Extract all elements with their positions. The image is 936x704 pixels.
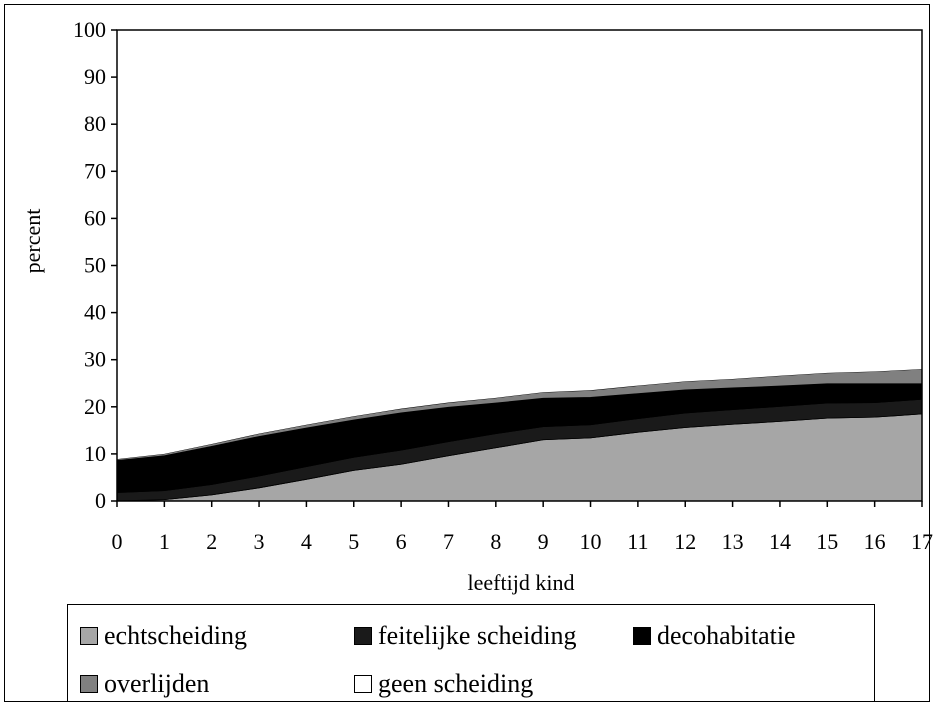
x-tick-label: 15 — [816, 529, 838, 554]
area-series-group — [116, 30, 923, 502]
y-tick-label: 60 — [84, 205, 106, 230]
x-tick-label: 7 — [443, 529, 454, 554]
x-tick-label: 3 — [254, 529, 265, 554]
x-tick-label: 14 — [769, 529, 791, 554]
legend-swatch — [354, 675, 372, 693]
legend-swatch — [633, 627, 651, 645]
legend-swatch — [80, 627, 98, 645]
y-tick-label: 20 — [84, 394, 106, 419]
x-tick-label: 0 — [112, 529, 123, 554]
legend-item-feitelijke-scheiding: feitelijke scheiding — [354, 621, 577, 651]
legend: echtscheiding feitelijke scheiding decoh… — [67, 604, 875, 702]
legend-label: decohabitatie — [657, 621, 796, 650]
y-tick-label: 10 — [84, 441, 106, 466]
x-tick-label: 9 — [538, 529, 549, 554]
legend-label: overlijden — [104, 669, 210, 698]
legend-swatch — [80, 675, 98, 693]
y-tick-label: 70 — [84, 158, 106, 183]
y-tick-label: 30 — [84, 347, 106, 372]
y-tick-label: 50 — [84, 253, 106, 278]
legend-item-decohabitatie: decohabitatie — [633, 621, 796, 651]
x-axis-title: leeftijd kind — [468, 570, 575, 595]
x-tick-label: 1 — [159, 529, 170, 554]
y-tick-label: 40 — [84, 300, 106, 325]
legend-item-overlijden: overlijden — [80, 669, 209, 699]
legend-item-geen-scheiding: geen scheiding — [354, 669, 533, 699]
y-tick-label: 90 — [84, 64, 106, 89]
y-tick-label: 100 — [73, 17, 106, 42]
area-geen-scheiding — [117, 30, 922, 460]
x-tick-label: 4 — [301, 529, 312, 554]
legend-label: echtscheiding — [104, 621, 247, 650]
x-tick-label: 8 — [490, 529, 501, 554]
legend-label: geen scheiding — [378, 669, 534, 698]
legend-label: feitelijke scheiding — [378, 621, 577, 650]
x-tick-label: 5 — [348, 529, 359, 554]
x-tick-label: 6 — [396, 529, 407, 554]
legend-item-echtscheiding: echtscheiding — [80, 621, 247, 651]
x-tick-label: 10 — [580, 529, 602, 554]
x-tick-label: 11 — [627, 529, 648, 554]
x-tick-label: 12 — [674, 529, 696, 554]
x-tick-label: 2 — [206, 529, 217, 554]
x-tick-label: 16 — [864, 529, 886, 554]
y-axis-title: percent — [20, 209, 45, 274]
y-axis: 0 10 20 30 40 50 60 70 80 90 100 — [73, 17, 117, 513]
x-tick-label: 17 — [911, 529, 933, 554]
y-tick-label: 0 — [95, 488, 106, 513]
legend-swatch — [354, 627, 372, 645]
x-axis: 0 1 2 3 4 5 6 7 8 9 10 11 12 13 14 15 16 17 — [112, 501, 933, 554]
y-tick-label: 80 — [84, 111, 106, 136]
x-tick-label: 13 — [722, 529, 744, 554]
